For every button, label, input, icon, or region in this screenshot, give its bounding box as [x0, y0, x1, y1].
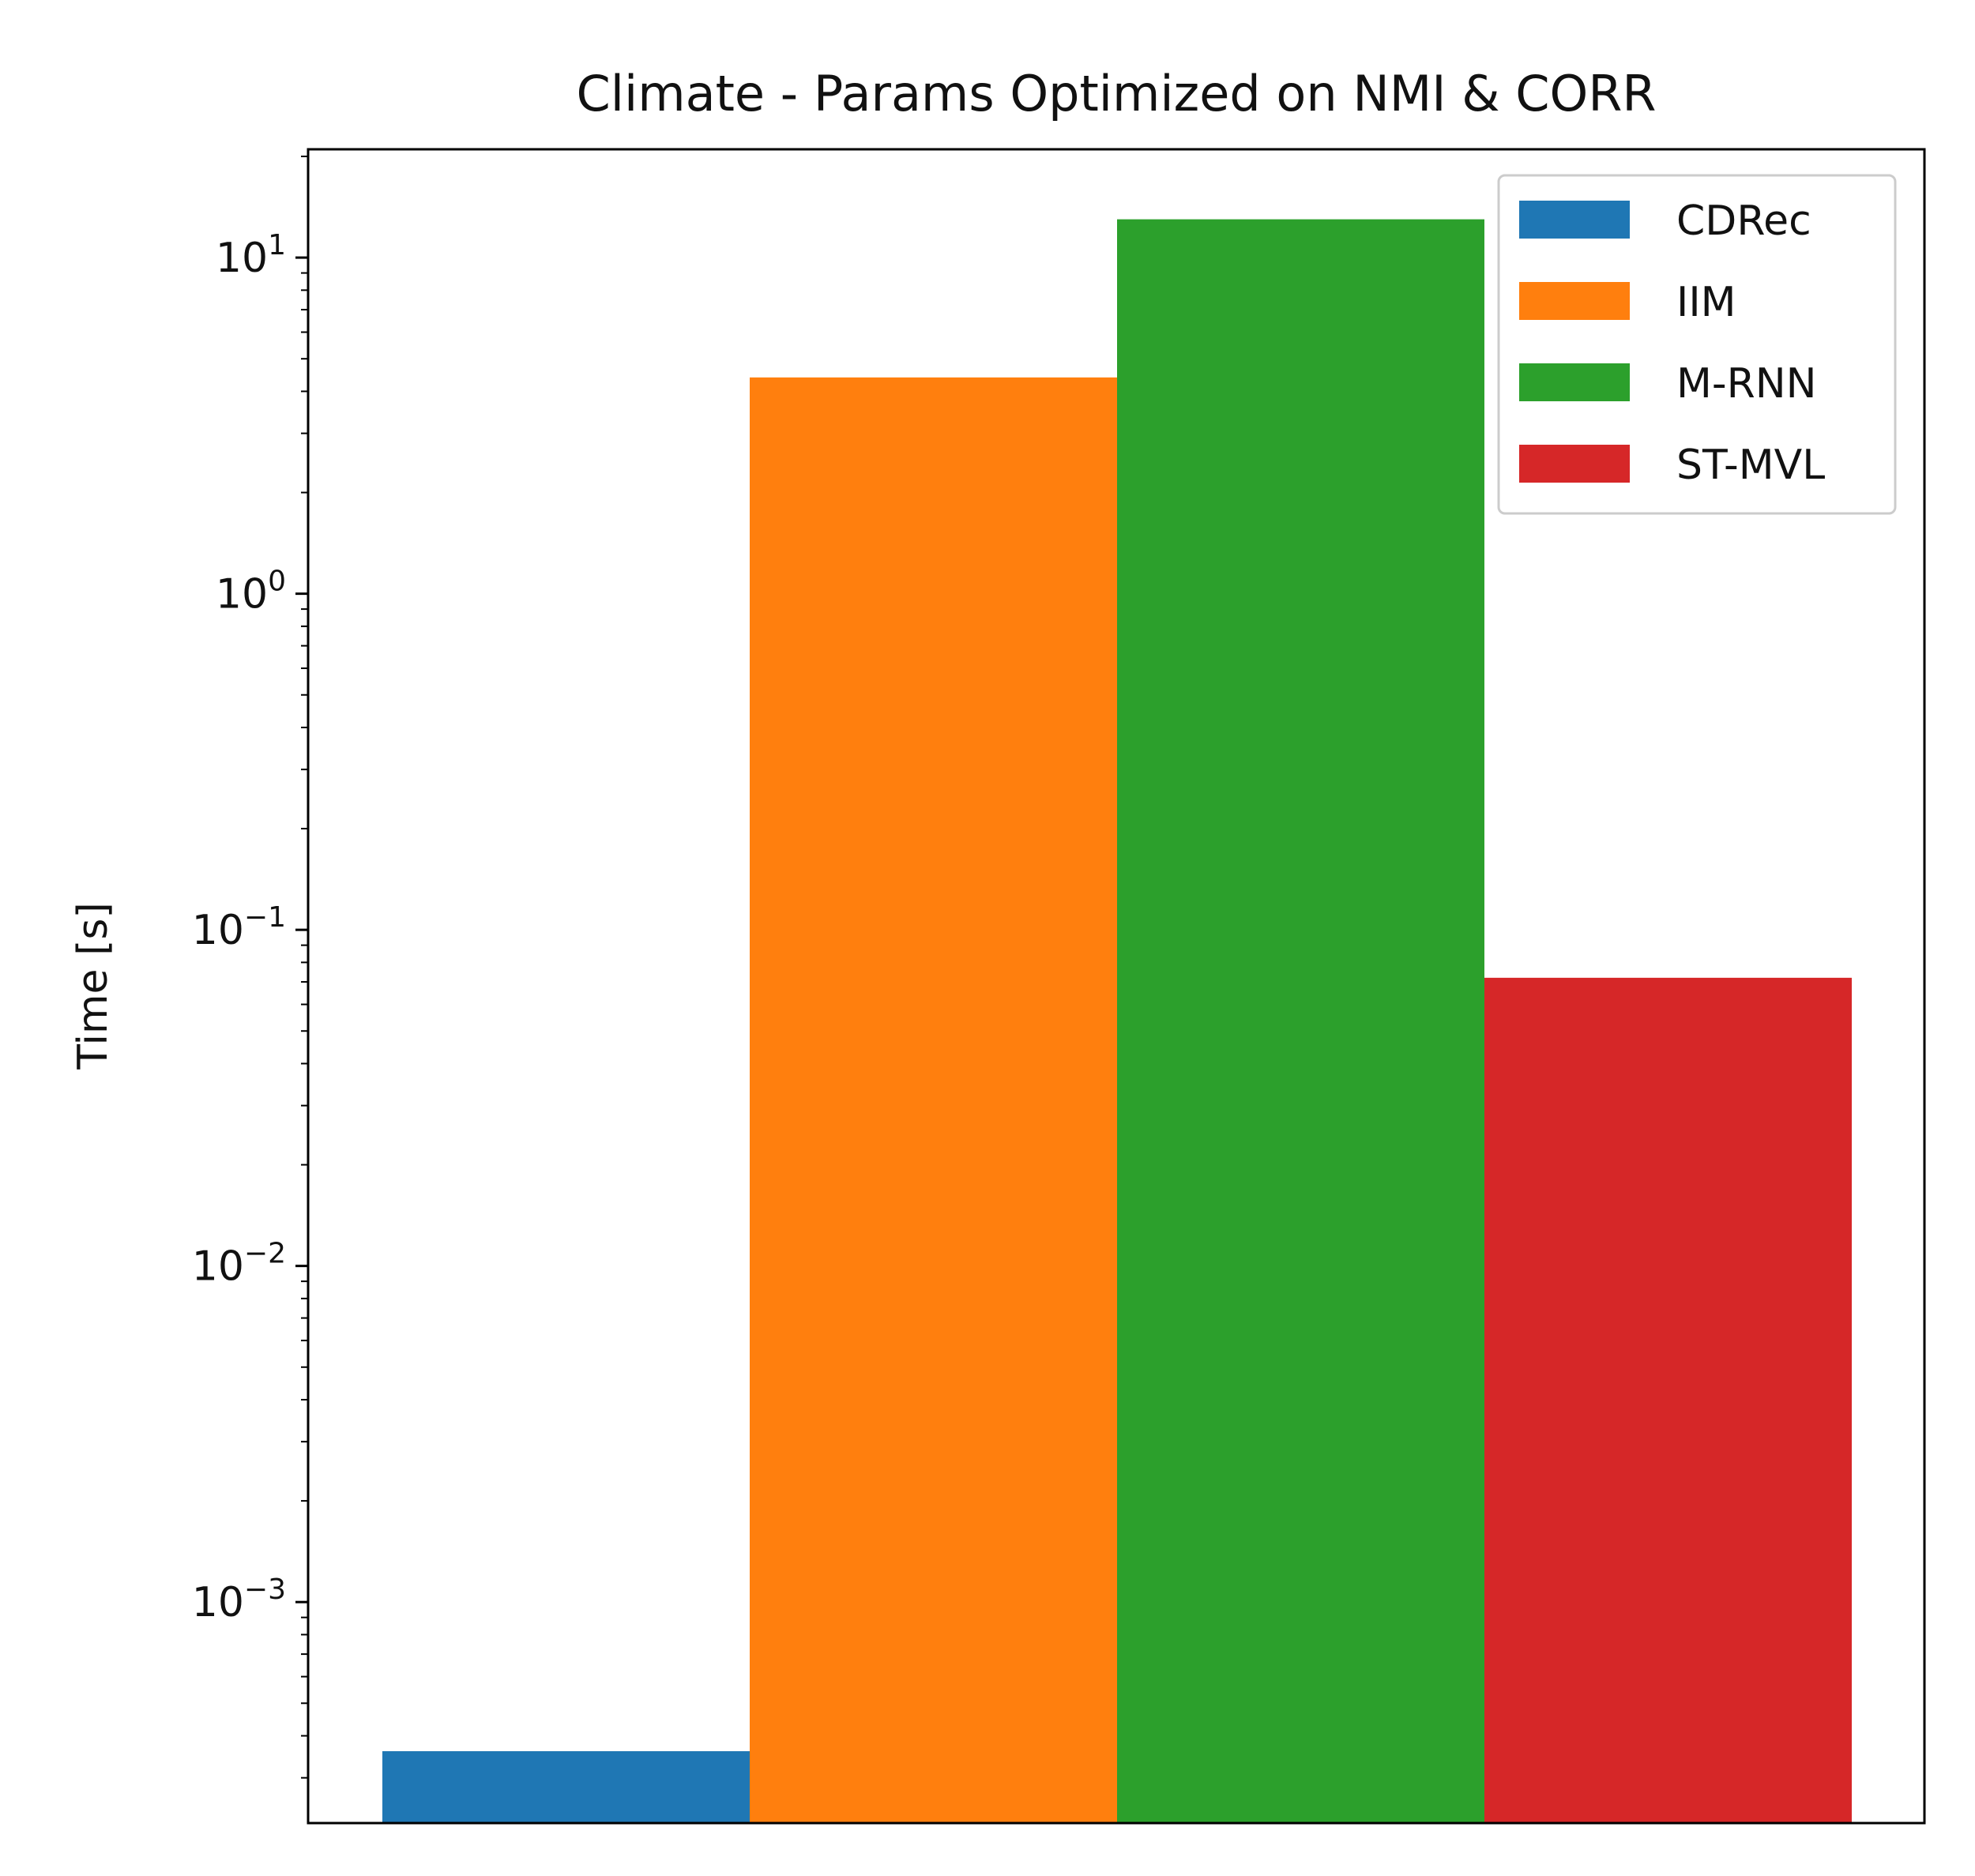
y-tick-label: 100	[216, 566, 286, 618]
y-tick-label: 101	[216, 229, 286, 282]
legend-swatch-iim	[1519, 282, 1630, 320]
y-tick-label: 10−3	[192, 1573, 286, 1626]
legend-swatch-m-rnn	[1519, 363, 1630, 401]
bar-st-mvl	[1484, 977, 1852, 1823]
plot-frame	[307, 148, 1926, 1825]
legend-label-m-rnn: M-RNN	[1676, 360, 1817, 408]
y-axis: 10−3 10−2 10−1 100 101	[192, 156, 308, 1779]
y-axis-label: Time [s]	[70, 902, 117, 1070]
bar-m-rnn	[1117, 219, 1484, 1823]
legend-box	[1497, 174, 1897, 515]
legend: CDRec IIM M-RNN ST-MVL	[1497, 174, 1897, 515]
legend-swatch-st-mvl	[1519, 445, 1630, 483]
legend-label-st-mvl: ST-MVL	[1676, 442, 1825, 489]
chart-title: Climate - Params Optimized on NMI & CORR	[576, 65, 1656, 122]
bar-iim	[750, 377, 1117, 1823]
y-tick-label: 10−1	[192, 901, 286, 954]
legend-label-cdrec: CDRec	[1676, 197, 1811, 245]
legend-label-iim: IIM	[1676, 279, 1736, 326]
bars-group	[382, 219, 1852, 1823]
y-tick-label: 10−2	[192, 1238, 286, 1291]
legend-swatch-cdrec	[1519, 201, 1630, 239]
bar-cdrec	[382, 1750, 750, 1823]
